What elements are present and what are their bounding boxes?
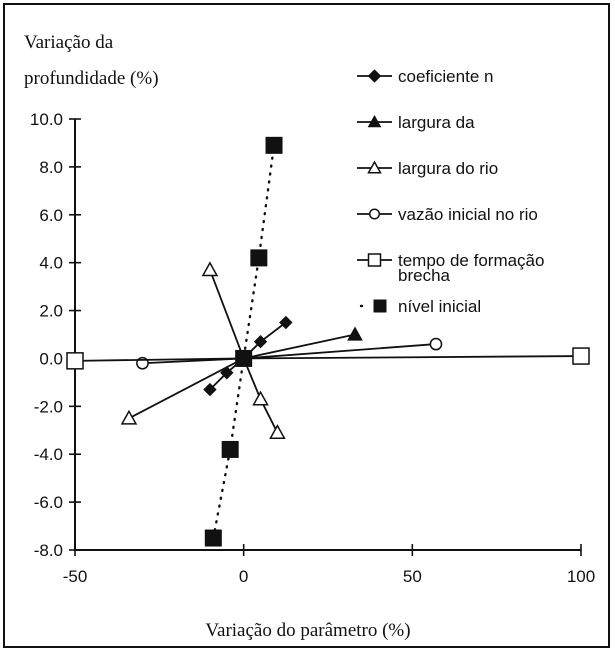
chart-frame [3,3,610,648]
series-layer [66,136,590,547]
y-tick-label: 10.0 [30,110,63,129]
y-tick-label: 8.0 [39,158,63,177]
data-point [201,261,219,277]
series-line [128,357,245,420]
legend-label: nível inicial [398,297,481,316]
series-unnamed-6 [120,357,245,425]
y-tick-label: 4.0 [39,254,63,273]
legend-label: vazão inicial no rio [398,205,538,224]
y-axis-title-line-1: Variação da [24,32,114,53]
x-tick-label: -50 [63,567,88,586]
legend-item: coeficiente n [357,67,493,86]
legend-marker [368,208,381,220]
x-axis-title: Variação do parâmetro (%) [205,620,410,641]
legend-marker [367,160,382,174]
legend-marker [367,69,382,83]
x-tick-label: 0 [239,567,248,586]
y-axis-title-line-2: profundidade (%) [24,68,159,89]
y-tick-label: -8.0 [34,541,63,560]
data-point [66,352,84,370]
legend: coeficiente n largura da largura do rio vaz… [357,67,544,316]
series-vazão-inicial-no-rio [136,337,443,370]
data-point [252,390,269,406]
y-tick-label: -2.0 [34,397,63,416]
legend-item: vazão inicial no rio [357,205,538,224]
y-tick-label: -4.0 [34,445,63,464]
series-nível-inicial [204,136,283,547]
series-largura-do-rio [201,261,286,440]
data-point [279,315,293,330]
data-point [120,409,138,425]
legend-item: tempo de formação brecha [357,251,544,285]
legend-marker [367,253,382,267]
data-point [221,440,239,458]
y-tick-label: 2.0 [39,302,63,321]
data-point [253,334,268,349]
y-tick-label: 0.0 [39,349,63,368]
data-point [572,347,590,365]
data-point [203,382,217,397]
legend-item: largura do rio [357,159,498,178]
x-tick-label: 50 [403,567,422,586]
data-point [204,529,222,547]
legend-label: tempo de formação brecha [398,251,544,285]
axes: 10.0 8.0 6.0 4.0 2.0 0.0 -2.0 -4.0 -6.0 -8.0-50 0 5… [30,110,595,586]
legend-label: largura do rio [398,159,498,178]
series-line [74,355,582,362]
data-point [269,424,286,440]
x-tick-label: 100 [567,567,595,586]
series-line [209,269,279,434]
legend-label: largura da [398,113,475,132]
y-tick-label: 6.0 [39,206,63,225]
legend-label: coeficiente n [398,67,493,86]
legend-marker [373,299,387,313]
legend-marker [367,114,382,128]
series-line [142,343,437,365]
y-tick-label: -6.0 [34,493,63,512]
series-line [243,333,356,360]
legend-item: nível inicial [359,297,481,316]
data-point [347,326,363,341]
data-point [429,337,443,351]
legend-item: largura da [357,113,475,132]
series-largura-da [243,326,363,360]
data-point [265,136,283,154]
series-line [212,144,276,540]
data-point [250,249,268,267]
